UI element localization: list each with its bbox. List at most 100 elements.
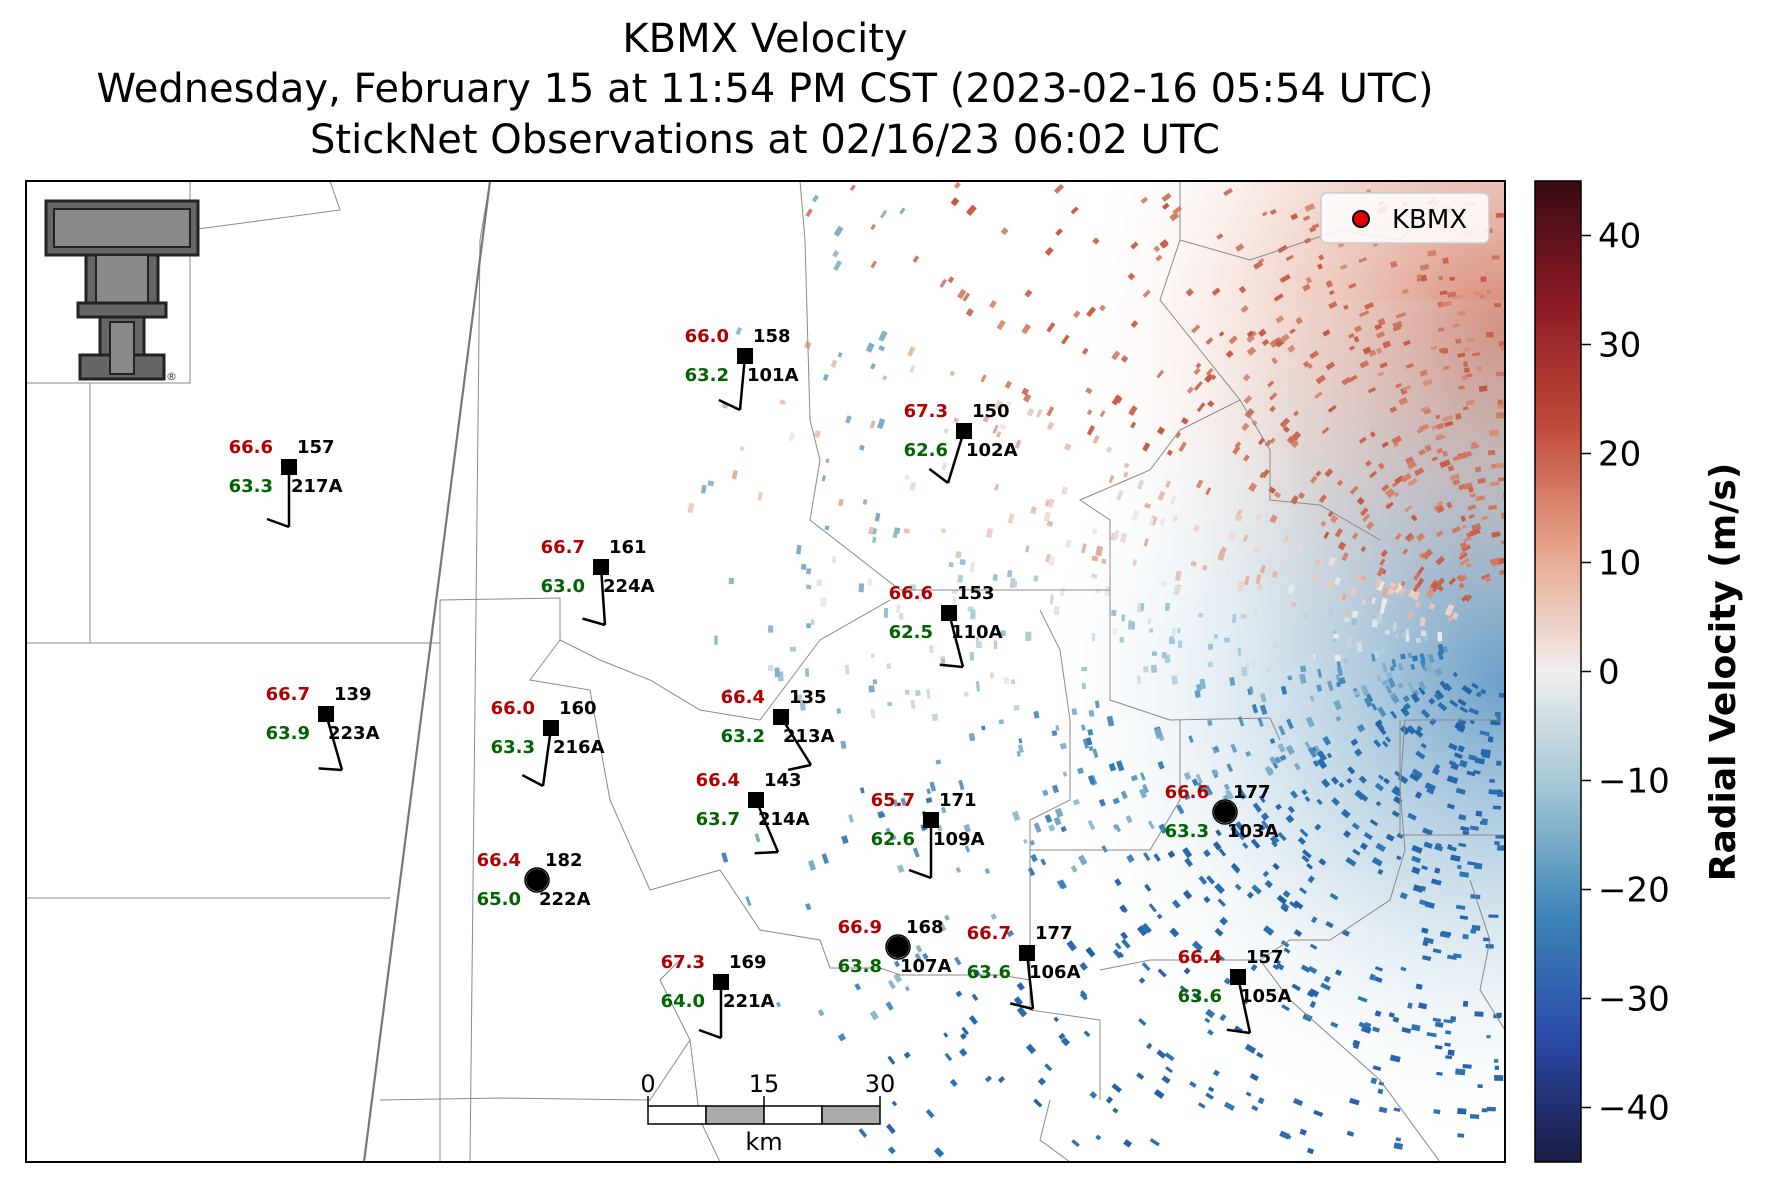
- station-id: 224A: [603, 576, 655, 597]
- radar-gate: [1412, 884, 1424, 893]
- station-222A[interactable]: 66.4 182 65.0 222A: [477, 850, 591, 910]
- radar-gate: [1259, 471, 1266, 479]
- colorbar-tick-label: −10: [1598, 762, 1670, 802]
- radar-gate: [1449, 473, 1460, 481]
- radar-gate: [1138, 788, 1148, 799]
- station-103A[interactable]: 66.6 177 63.3 103A: [1165, 782, 1279, 842]
- radar-gate: [1381, 597, 1388, 606]
- radar-gate: [1399, 587, 1407, 596]
- radar-gate: [965, 308, 974, 317]
- station-213A[interactable]: 66.4 135 63.2 213A: [721, 687, 835, 772]
- radar-gate: [1479, 730, 1490, 737]
- radar-gate: [922, 952, 929, 960]
- radar-gate: [1424, 444, 1432, 452]
- radar-gate: [959, 1048, 968, 1057]
- radar-gate: [1369, 819, 1379, 827]
- radar-gate: [1336, 594, 1344, 602]
- radar-gate: [1459, 706, 1469, 713]
- radar-gate: [1149, 628, 1154, 633]
- radar-gate: [1066, 940, 1077, 952]
- radar-gate: [1244, 575, 1250, 586]
- radar-gate: [872, 679, 878, 685]
- radar-gate: [821, 853, 830, 865]
- radar-gate: [1208, 643, 1213, 650]
- radar-gate: [1422, 941, 1429, 947]
- station-217A[interactable]: 66.6 157 63.3 217A: [229, 437, 343, 529]
- radar-gate: [858, 444, 865, 451]
- radar-gate: [825, 458, 830, 464]
- radar-gate: [1207, 1086, 1215, 1093]
- station-dewpoint: 63.2: [685, 365, 729, 386]
- station-value: 177: [1035, 923, 1073, 944]
- station-102A[interactable]: 67.3 150 62.6 102A: [904, 401, 1018, 484]
- station-214A[interactable]: 66.4 143 63.7 214A: [696, 770, 810, 855]
- radar-gate: [1420, 742, 1427, 749]
- radar-gate: [1305, 276, 1313, 284]
- station-110A[interactable]: 66.6 153 62.5 110A: [889, 583, 1003, 669]
- radar-gate: [1282, 890, 1291, 898]
- radar-gate: [822, 373, 829, 382]
- radar-gate: [1384, 622, 1391, 631]
- radar-gate: [1461, 524, 1467, 529]
- radar-gate: [1070, 206, 1079, 215]
- radar-gate: [1219, 916, 1229, 926]
- radar-gate: [1018, 738, 1023, 744]
- colorbar-gradient: [1534, 180, 1582, 1163]
- radar-gate: [1452, 323, 1460, 328]
- radar-gate: [1232, 445, 1241, 455]
- radar-gate: [867, 578, 873, 586]
- radar-gate: [1048, 556, 1056, 567]
- radar-gate: [1065, 539, 1072, 548]
- radar-gate: [1251, 660, 1256, 667]
- radar-gate: [1207, 1029, 1214, 1036]
- radar-gate: [903, 528, 910, 534]
- radar-gate: [1247, 330, 1257, 340]
- radar-gate: [1331, 797, 1341, 806]
- station-value: 157: [297, 437, 335, 458]
- radar-gate: [1254, 547, 1261, 554]
- station-221A[interactable]: 67.3 169 64.0 221A: [661, 952, 775, 1040]
- station-107A[interactable]: 66.9 168 63.8 107A: [838, 917, 952, 977]
- station-marker: [543, 720, 559, 736]
- radar-gate: [1457, 698, 1467, 707]
- station-216A[interactable]: 66.0 160 63.3 216A: [491, 698, 605, 788]
- colorbar-ticks: 40 30 20 10 0 −10 −20 −30 −40: [1581, 217, 1670, 1129]
- radar-gate: [1489, 557, 1500, 565]
- radar-gate: [1462, 406, 1469, 411]
- radar-gate: [1391, 694, 1400, 704]
- radar-gate: [994, 483, 1000, 491]
- radar-gate: [1189, 1080, 1197, 1088]
- radar-gate: [1111, 1083, 1122, 1093]
- station-106A[interactable]: 66.7 177 63.6 106A: [967, 923, 1081, 1011]
- radar-gate: [1092, 748, 1099, 759]
- station-105A[interactable]: 66.4 157 63.6 105A: [1178, 947, 1292, 1035]
- station-101A[interactable]: 66.0 158 63.2 101A: [685, 326, 799, 412]
- wind-barb: [324, 713, 344, 771]
- radar-gate: [1326, 752, 1333, 759]
- radar-gate: [739, 446, 745, 452]
- radar-gate: [1007, 513, 1015, 524]
- station-id: 222A: [539, 889, 591, 910]
- radar-gate: [1094, 700, 1100, 709]
- station-temperature: 66.4: [696, 770, 740, 791]
- station-109A[interactable]: 65.7 171 62.6 109A: [871, 790, 985, 880]
- radar-gate: [1249, 686, 1254, 694]
- radar-gate: [1382, 340, 1392, 349]
- radar-gate: [1376, 674, 1382, 682]
- station-224A[interactable]: 66.7 161 63.0 224A: [541, 537, 655, 627]
- radar-gate: [1205, 337, 1214, 345]
- radar-gate: [1259, 704, 1268, 716]
- radar-gate: [896, 604, 901, 613]
- radar-gate: [1202, 564, 1208, 571]
- radar-gate: [1182, 847, 1193, 859]
- radar-gate: [1283, 947, 1291, 954]
- radar-gate: [1308, 988, 1320, 998]
- radar-gate: [1198, 875, 1208, 885]
- radar-gate: [1467, 504, 1477, 511]
- station-223A[interactable]: 66.7 139 63.9 223A: [266, 684, 380, 772]
- radar-gate: [1013, 704, 1020, 711]
- radar-gate: [1407, 477, 1419, 487]
- radar-gate: [1379, 603, 1386, 614]
- radar-gate: [870, 708, 876, 719]
- radar-gate: [1335, 715, 1342, 722]
